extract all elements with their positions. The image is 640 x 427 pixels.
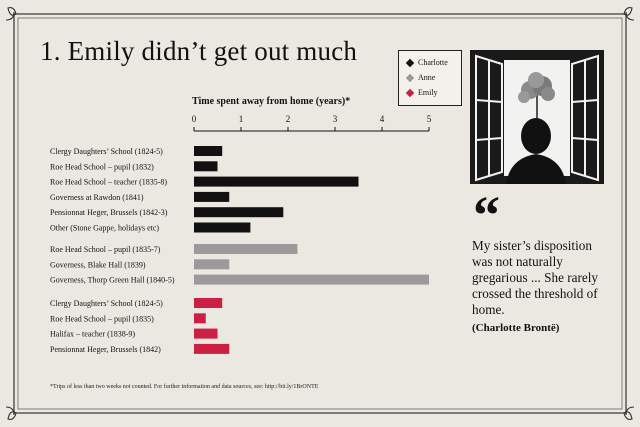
bar-anne [194, 274, 429, 285]
legend-label-emily: Emily [418, 88, 438, 97]
x-tick-label: 5 [427, 114, 432, 124]
bar-charlotte [194, 146, 223, 156]
bar-anne [194, 244, 298, 254]
category-label-charlotte: Roe Head School – teacher (1835-8) [50, 178, 167, 187]
bar-anne [194, 259, 230, 270]
chart-legend: Charlotte Anne Emily [398, 50, 462, 106]
quote-author: (Charlotte Brontë) [472, 322, 560, 334]
chart-title: Time spent away from home (years)* [192, 96, 350, 107]
tree-icon [518, 72, 555, 120]
category-label-emily: Roe Head School – pupil (1835) [50, 314, 154, 323]
x-axis: 0 1 2 3 4 5 [192, 114, 432, 132]
x-tick-label: 2 [286, 114, 291, 124]
bar-emily [194, 328, 218, 339]
category-label-anne: Governess, Thorp Green Hall (1840-5) [50, 276, 175, 285]
quote-block: My sister’s disposition was not naturall… [472, 238, 612, 336]
bar-emily [194, 298, 223, 308]
page-title: 1. Emily didn’t get out much [40, 36, 358, 66]
quote-mark-icon: “ [473, 185, 500, 245]
category-label-emily: Halifax – teacher (1838-9) [50, 330, 135, 339]
category-label-anne: Roe Head School – pupil (1835-7) [50, 245, 161, 254]
bar-emily [194, 343, 230, 354]
x-tick-label: 1 [239, 114, 244, 124]
bar-charlotte [194, 176, 359, 187]
category-label-anne: Governess, Blake Hall (1839) [50, 260, 146, 269]
footnote: *Trips of less than two weeks not counte… [50, 384, 319, 390]
legend-item-emily: Emily [405, 88, 438, 97]
x-tick-label: 3 [333, 114, 338, 124]
category-label-charlotte: Other (Stone Gappe, holidays etc) [50, 224, 159, 233]
bars: Clergy Daughters’ School (1824-5) Roe Hea… [50, 146, 429, 354]
category-label-emily: Clergy Daughters’ School (1824-5) [50, 299, 163, 308]
bar-charlotte [194, 191, 230, 202]
legend-label-anne: Anne [418, 73, 436, 82]
bar-charlotte [194, 207, 284, 218]
x-tick-label: 4 [380, 114, 385, 124]
category-label-charlotte: Clergy Daughters’ School (1824-5) [50, 147, 163, 156]
person-silhouette-icon [506, 118, 566, 184]
legend-item-charlotte: Charlotte [405, 58, 448, 67]
legend-label-charlotte: Charlotte [418, 58, 448, 67]
bar-emily [194, 313, 206, 324]
x-tick-label: 0 [192, 114, 197, 124]
quote-text: My sister’s disposition was not naturall… [472, 238, 598, 317]
bar-charlotte [194, 161, 218, 172]
legend-item-anne: Anne [405, 73, 436, 82]
category-label-charlotte: Pensionnat Heger, Brussels (1842-3) [50, 208, 168, 217]
category-label-charlotte: Governess at Rawdon (1841) [50, 193, 144, 202]
bar-charlotte [194, 222, 251, 233]
category-label-charlotte: Roe Head School – pupil (1832) [50, 162, 154, 171]
category-label-emily: Pensionnat Heger, Brussels (1842) [50, 345, 161, 354]
window-silhouette-illustration [470, 50, 604, 184]
